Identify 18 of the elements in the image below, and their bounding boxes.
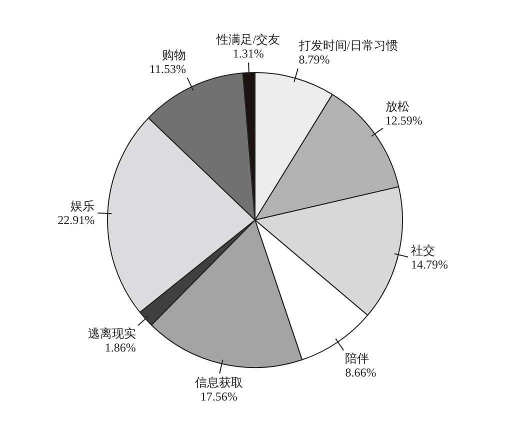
slice-label: 信息获取	[194, 375, 243, 390]
slice-label: 购物	[162, 48, 186, 62]
data-label: 14.79%	[411, 258, 448, 272]
slice-label: 放松	[385, 99, 410, 114]
data-label: 22.91%	[58, 212, 95, 227]
slice-label: 逃离现实	[88, 326, 136, 340]
data-label: 1.86%	[104, 340, 136, 354]
data-label: 11.53%	[149, 62, 186, 76]
slice-label: 娱乐	[70, 198, 95, 213]
slice-label: 陪伴	[345, 352, 370, 366]
slice-label: 性满足/交友	[216, 32, 280, 47]
data-label: 1.31%	[232, 46, 264, 61]
slice-label: 打发时间/日常习惯	[298, 38, 398, 53]
slice-label: 社交	[411, 244, 436, 258]
data-label: 8.79%	[298, 52, 330, 67]
data-label: 8.66%	[345, 366, 376, 380]
data-label: 17.56%	[200, 389, 238, 404]
data-label: 12.59%	[385, 113, 422, 128]
